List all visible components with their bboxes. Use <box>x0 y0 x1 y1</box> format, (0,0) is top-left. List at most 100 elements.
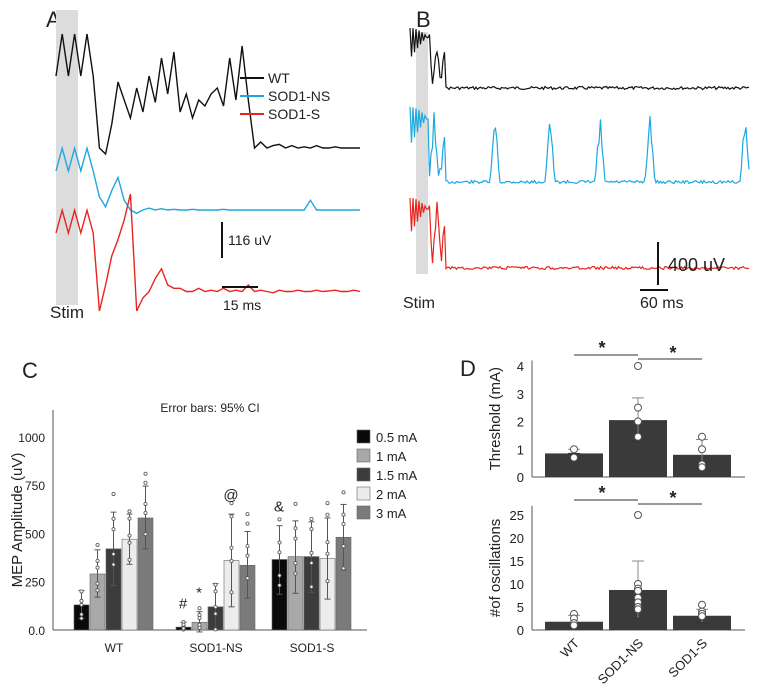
data-point <box>293 561 298 566</box>
chart-c: Error bars: 95% CI MEP Amplitude (uV) 0.0 2… <box>9 401 418 655</box>
data-point <box>213 605 218 610</box>
data-point <box>197 622 202 627</box>
y-axis-label: Threshold (mA) <box>487 367 504 470</box>
data-point <box>245 521 250 526</box>
data-point <box>698 445 706 454</box>
legend-label: 0.5 mA <box>376 430 418 445</box>
data-point <box>570 621 578 630</box>
stim-bar-a <box>56 10 78 305</box>
panel-b-label: B <box>416 7 431 32</box>
data-point <box>197 606 202 611</box>
legend-swatch <box>356 467 371 482</box>
x-tick-label: SOD1-NS <box>595 635 647 687</box>
y-tick-label: 5 <box>517 600 524 615</box>
scale-label-v-a: 116 uV <box>228 232 272 248</box>
data-point <box>634 432 642 441</box>
data-point <box>570 445 578 454</box>
y-tick-label: 0 <box>517 470 524 485</box>
data-point <box>698 612 706 621</box>
data-point <box>127 533 132 538</box>
data-point <box>229 501 234 506</box>
data-point <box>229 514 234 519</box>
x-tick-label: WT <box>557 635 582 660</box>
data-point <box>213 589 218 594</box>
legend-a: WT SOD1-NS SOD1-S <box>240 70 330 122</box>
y-tick-label: 0 <box>517 623 524 638</box>
data-point <box>277 540 282 545</box>
data-point <box>111 491 116 496</box>
data-point <box>570 453 578 462</box>
legend-label: 3 mA <box>376 506 407 521</box>
y-tick-label: 10 <box>510 577 524 592</box>
y-tick-label: 15 <box>510 554 524 569</box>
data-point <box>245 553 250 558</box>
data-point <box>277 573 282 578</box>
legend-label: 1.5 mA <box>376 468 418 483</box>
data-point <box>698 600 706 609</box>
data-point <box>698 463 706 472</box>
data-point <box>245 576 250 581</box>
trace-b-sod1-ns <box>409 106 750 185</box>
data-point <box>111 527 116 532</box>
data-point <box>143 471 148 476</box>
data-point <box>143 532 148 537</box>
data-point <box>293 571 298 576</box>
traces-a <box>55 33 361 312</box>
data-point <box>341 544 346 549</box>
y-axis-label: MEP Amplitude (uV) <box>9 453 26 588</box>
data-point <box>309 584 314 589</box>
annotation: # <box>179 595 188 612</box>
significance-marker: * <box>669 343 676 363</box>
legend-swatch <box>356 429 371 444</box>
legend-label: 2 mA <box>376 487 407 502</box>
data-point <box>111 516 116 521</box>
x-tick-label: SOD1-S <box>290 641 335 655</box>
significance-marker: * <box>598 338 605 358</box>
data-point <box>325 551 330 556</box>
trace-sod1-s <box>55 193 361 312</box>
data-point <box>277 583 282 588</box>
data-point <box>213 582 218 587</box>
data-point <box>245 512 250 517</box>
y-tick-label: 750 <box>25 479 45 493</box>
data-point <box>341 521 346 526</box>
significance-marker: * <box>598 483 605 503</box>
data-point <box>325 579 330 584</box>
chart-title: Error bars: 95% CI <box>160 401 259 415</box>
y-tick-label: 0.0 <box>28 624 45 638</box>
annotation: & <box>274 499 284 516</box>
data-point <box>95 581 100 586</box>
annotation: @ <box>223 487 238 504</box>
data-point <box>293 526 298 531</box>
data-point <box>111 552 116 557</box>
stim-label-a: Stim <box>50 303 84 322</box>
x-tick-label: SOD1-S <box>665 635 710 680</box>
data-point <box>79 616 84 621</box>
legend-wt: WT <box>268 70 290 86</box>
panel-c-label: C <box>22 358 38 383</box>
data-point <box>309 527 314 532</box>
data-point <box>127 516 132 521</box>
data-point <box>634 586 642 595</box>
data-point <box>698 432 706 441</box>
legend-swatch <box>356 448 371 463</box>
data-point <box>293 501 298 506</box>
y-tick-label: 250 <box>25 576 45 590</box>
data-point <box>181 622 186 627</box>
bar-wt <box>545 453 603 477</box>
data-point <box>341 490 346 495</box>
data-point <box>95 588 100 593</box>
data-point <box>79 612 84 617</box>
data-point <box>79 602 84 607</box>
stim-bar-b <box>416 32 428 274</box>
data-point <box>229 545 234 550</box>
data-point <box>95 565 100 570</box>
y-tick-label: 500 <box>25 527 45 541</box>
legend-sod1-s: SOD1-S <box>268 106 320 122</box>
y-tick-label: 1 <box>517 442 524 457</box>
data-point <box>229 559 234 564</box>
scale-label-v-b: 400 uV <box>668 255 725 275</box>
significance-marker: * <box>669 488 676 508</box>
data-point <box>341 512 346 517</box>
data-point <box>309 550 314 555</box>
